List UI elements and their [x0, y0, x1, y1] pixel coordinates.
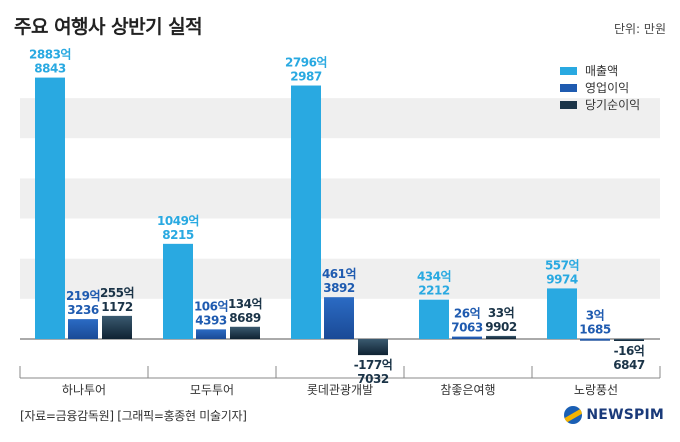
data-label-operating-profit: 4393 [195, 313, 227, 327]
data-label-revenue: 2796억 [285, 56, 327, 70]
legend-item-operating-profit: 영업이익 [560, 79, 640, 96]
data-label-operating-profit: 3892 [323, 281, 355, 295]
data-label-revenue: 434억 [417, 270, 451, 284]
bar-revenue [547, 288, 577, 339]
data-label-net-income: 6847 [613, 358, 645, 372]
bar-operating-profit [324, 297, 354, 339]
data-label-revenue: 8843 [34, 62, 66, 76]
legend: 매출액 영업이익 당기순이익 [560, 62, 640, 113]
legend-swatch-net-income [560, 100, 577, 109]
data-label-net-income: 9902 [485, 320, 517, 334]
bar-net-income [358, 339, 388, 356]
legend-swatch-revenue [560, 66, 577, 75]
legend-swatch-operating-profit [560, 83, 577, 92]
data-label-net-income: 8689 [229, 311, 261, 325]
bar-net-income [102, 315, 132, 339]
newspim-logo[interactable]: NEWSPIM [564, 406, 664, 424]
legend-label-operating-profit: 영업이익 [585, 81, 630, 95]
bar-revenue [35, 77, 65, 339]
data-label-revenue: 2212 [418, 284, 450, 298]
bar-revenue [163, 243, 193, 339]
data-label-operating-profit: 3236 [67, 303, 99, 317]
bar-operating-profit [68, 319, 98, 339]
grid-band [20, 218, 660, 259]
category-label: 노랑풍선 [574, 383, 618, 397]
data-label-operating-profit: 1685 [579, 323, 611, 337]
data-label-net-income: 1172 [101, 300, 133, 314]
grid-band [20, 178, 660, 219]
data-label-operating-profit: 7063 [451, 321, 483, 335]
data-label-revenue: 557억 [545, 258, 579, 272]
data-label-revenue: 8215 [162, 228, 194, 242]
legend-label-revenue: 매출액 [585, 64, 619, 78]
bar-revenue [419, 299, 449, 339]
legend-label-net-income: 당기순이익 [585, 98, 641, 112]
bar-operating-profit [452, 336, 482, 339]
category-label: 참좋은여행 [440, 382, 495, 397]
grid-band [20, 58, 660, 99]
unit-label: 단위: 만원 [613, 22, 666, 36]
data-label-revenue: 2883억 [29, 48, 71, 62]
chart-title: 주요 여행사 상반기 실적 [14, 16, 203, 38]
data-label-operating-profit: 3억 [586, 309, 604, 323]
data-label-operating-profit: 461억 [322, 267, 356, 281]
source-credit: [자료=금융감독원] [그래픽=홍종현 미술기자] [20, 409, 247, 423]
bar-operating-profit [196, 329, 226, 339]
bar-revenue [291, 85, 321, 339]
newspim-logo-text: NEWSPIM [586, 407, 664, 423]
data-label-revenue: 9974 [546, 272, 578, 286]
data-label-operating-profit: 219억 [66, 289, 100, 303]
data-label-net-income: -177억 [354, 358, 393, 372]
data-label-operating-profit: 106억 [194, 299, 228, 313]
category-label: 하나투어 [62, 383, 106, 397]
legend-item-revenue: 매출액 [560, 62, 640, 79]
data-label-operating-profit: 26억 [454, 307, 480, 321]
legend-item-net-income: 당기순이익 [560, 96, 640, 113]
bar-net-income [486, 335, 516, 339]
bar-operating-profit [580, 338, 610, 341]
category-label: 모두투어 [190, 383, 234, 397]
category-label: 롯데관광개발 [307, 383, 373, 397]
data-label-net-income: 7032 [357, 372, 389, 386]
newspim-logo-icon [564, 406, 583, 424]
data-label-net-income: 33억 [488, 306, 514, 320]
data-label-net-income: -16억 [614, 344, 645, 358]
data-label-net-income: 134억 [228, 297, 262, 311]
grid-band [20, 138, 660, 179]
grid-band [20, 98, 660, 139]
data-label-net-income: 255억 [100, 286, 134, 300]
data-label-revenue: 2987 [290, 70, 322, 84]
bar-net-income [230, 326, 260, 339]
bar-net-income [614, 339, 644, 341]
data-label-revenue: 1049억 [157, 214, 199, 228]
